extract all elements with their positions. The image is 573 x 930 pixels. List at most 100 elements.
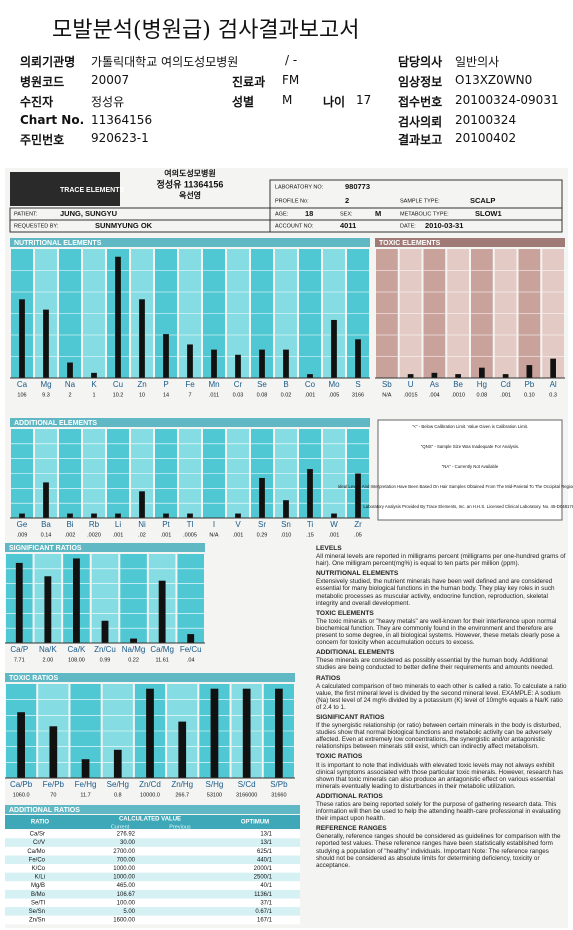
label: Se/Tl xyxy=(31,900,45,906)
label: 625/1 xyxy=(257,849,273,855)
label: JUNG, SUNGYU xyxy=(60,209,117,218)
section-heading: SIGNIFICANT RATIOS xyxy=(316,713,385,721)
label: 의뢰기관명 xyxy=(20,55,76,69)
bar xyxy=(19,299,25,378)
label: .0015 xyxy=(404,392,418,398)
label: 13/1 xyxy=(260,840,272,846)
label: 100.00 xyxy=(117,900,136,906)
bar xyxy=(178,721,187,778)
label: 0.08 xyxy=(257,392,268,398)
label: NUTRITIONAL ELEMENTS xyxy=(14,240,102,247)
label: .02 xyxy=(138,532,146,538)
label: 14 xyxy=(163,392,169,398)
label: 2500/1 xyxy=(254,875,273,881)
label: 1 xyxy=(92,392,95,398)
bar xyxy=(283,500,289,518)
label: 2.00 xyxy=(42,657,53,663)
label: Zn xyxy=(137,380,146,389)
label: 나이 xyxy=(323,95,346,109)
label: 접수번호 xyxy=(398,95,443,109)
label: Ca/Mo xyxy=(27,849,45,855)
label: Previous xyxy=(169,824,191,830)
label: .04 xyxy=(187,657,195,663)
label: Sn xyxy=(281,520,291,529)
section-text: These minerals are considered as possibl… xyxy=(316,657,554,672)
label: Ca xyxy=(17,380,28,389)
label: 0.29 xyxy=(257,532,268,538)
label: Ca/Pb xyxy=(10,780,33,789)
label: Ca/P xyxy=(10,645,28,654)
label: B/Mo xyxy=(31,892,46,898)
table-header xyxy=(5,805,300,814)
section-text: A calculated comparison of two minerals … xyxy=(316,682,567,711)
column-header xyxy=(5,815,300,829)
label: 2000/1 xyxy=(254,866,273,872)
section-heading: NUTRITIONAL ELEMENTS xyxy=(316,570,399,578)
label: 37/1 xyxy=(260,900,272,906)
label: Ba xyxy=(41,520,51,529)
label: Sr xyxy=(258,520,266,529)
bar xyxy=(331,319,337,378)
label: Zn/Sn xyxy=(29,918,45,924)
label: .001 xyxy=(233,532,244,538)
section-text: All mineral levels are reported in milli… xyxy=(316,553,566,568)
label: 10000.0 xyxy=(140,792,160,798)
value: FM xyxy=(282,73,300,87)
label: S/Hg xyxy=(206,780,224,789)
bar xyxy=(44,576,52,643)
label: "NA" - Currently Not Available xyxy=(442,464,499,469)
label: .0005 xyxy=(183,532,197,538)
label: SEX: xyxy=(340,211,353,217)
bar xyxy=(526,365,533,378)
label: Li xyxy=(115,520,121,529)
label: AGE: xyxy=(275,211,289,217)
label: Current xyxy=(111,824,130,830)
bar xyxy=(235,354,241,378)
bar xyxy=(158,580,166,643)
label: 10.2 xyxy=(113,392,124,398)
label: I xyxy=(213,520,215,529)
label: Tl xyxy=(187,520,194,529)
label: 담당의사 xyxy=(398,55,443,69)
label: .001 xyxy=(329,532,340,538)
label: Mn xyxy=(208,380,219,389)
label: TOXIC RATIOS xyxy=(9,675,58,682)
bar xyxy=(139,491,145,518)
label: V xyxy=(235,520,241,529)
label: SAMPLE TYPE: xyxy=(400,198,440,204)
bar xyxy=(139,299,145,378)
row-bg xyxy=(5,855,300,865)
lab-name: TRACE ELEMENTS xyxy=(60,187,125,194)
label: 0.99 xyxy=(100,657,111,663)
label: 106.67 xyxy=(117,892,136,898)
label: 11.61 xyxy=(155,657,168,663)
label: 0.14 xyxy=(41,532,52,538)
row-bg xyxy=(5,915,300,925)
value: 정성유 xyxy=(91,95,125,109)
section-text: These ratios are being reported solely f… xyxy=(316,801,561,823)
section-heading: ADDITIONAL RATIOS xyxy=(316,792,383,800)
label: 2700.00 xyxy=(113,849,135,855)
label: ADDITIONAL RATIOS xyxy=(9,807,80,814)
label: 2 xyxy=(68,392,71,398)
bar xyxy=(355,473,361,518)
label: 108.00 xyxy=(68,657,85,663)
label: Cr/V xyxy=(33,840,45,846)
label: S/Pb xyxy=(270,780,288,789)
label: 검사의뢰 xyxy=(398,115,443,129)
label: .010 xyxy=(281,532,292,538)
bar xyxy=(163,334,169,378)
label: 0.10 xyxy=(524,392,535,398)
label: .011 xyxy=(209,392,219,398)
bar xyxy=(17,712,25,778)
panel-header xyxy=(5,673,295,682)
label: 1000.00 xyxy=(113,866,135,872)
label: SLOW1 xyxy=(475,209,502,218)
section-heading: ADDITIONAL ELEMENTS xyxy=(316,649,395,657)
label: 병원코드 xyxy=(20,75,65,89)
label: 4011 xyxy=(340,221,356,230)
label: S/Cd xyxy=(238,780,256,789)
label: Mo xyxy=(328,380,340,389)
panel-header xyxy=(10,238,370,247)
bar xyxy=(355,339,361,378)
